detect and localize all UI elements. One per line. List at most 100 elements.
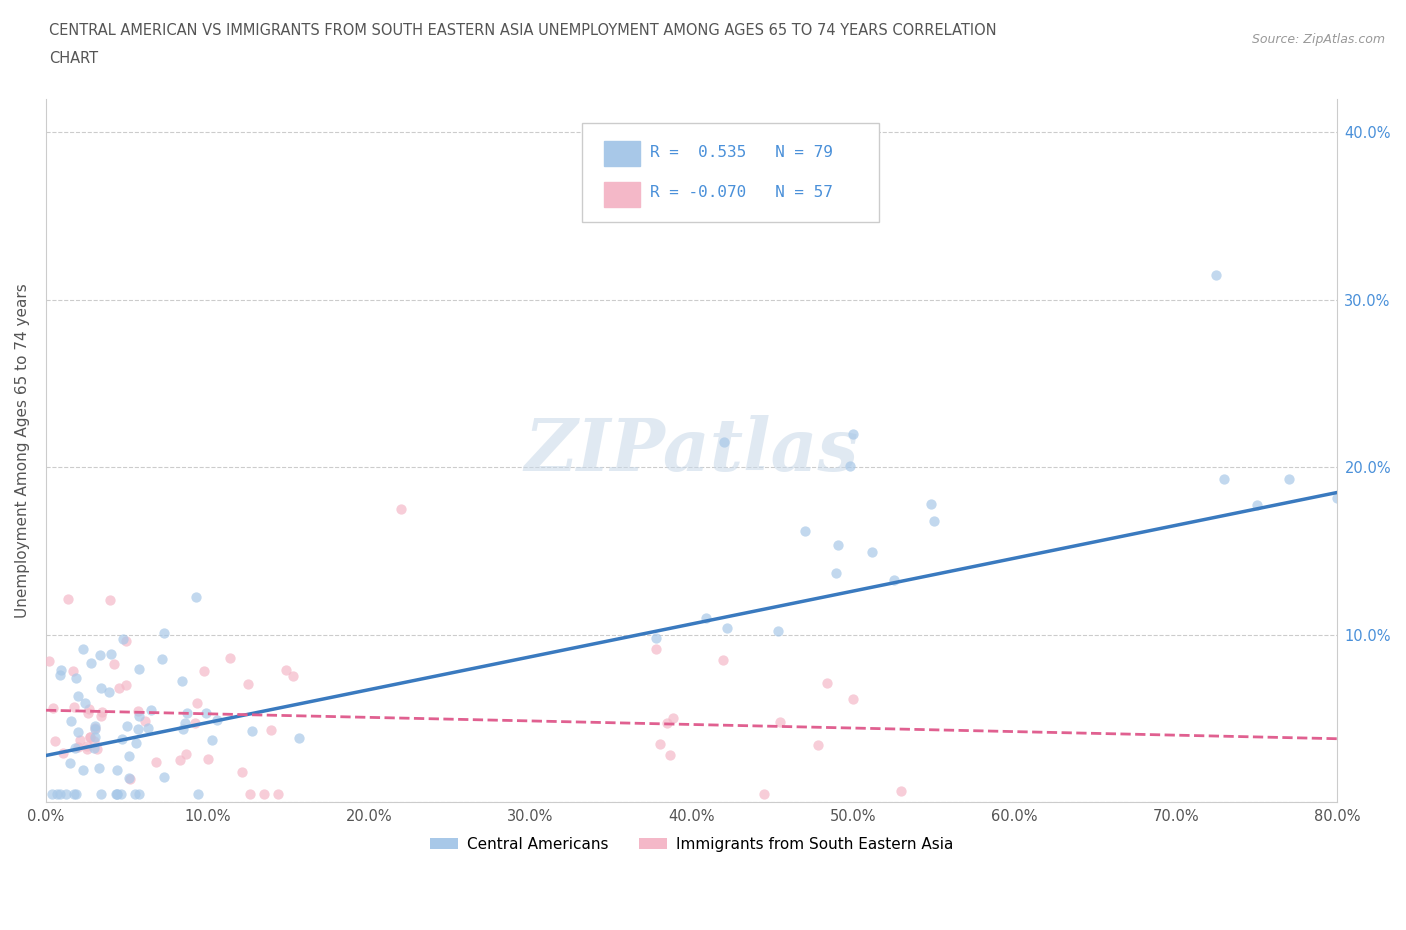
Point	[207, 712, 229, 727]
Point	[883, 572, 905, 587]
Point	[90, 709, 112, 724]
Point	[83, 740, 105, 755]
Point	[86, 742, 108, 757]
Point	[107, 787, 129, 802]
Point	[111, 732, 134, 747]
Point	[63, 699, 86, 714]
Point	[76, 742, 98, 757]
Point	[648, 737, 671, 751]
Point	[79, 729, 101, 744]
Point	[807, 738, 830, 753]
Point	[172, 673, 194, 688]
Point	[1246, 498, 1268, 512]
Point	[59, 713, 82, 728]
Y-axis label: Unemployment Among Ages 65 to 74 years: Unemployment Among Ages 65 to 74 years	[15, 283, 30, 618]
Point	[141, 703, 163, 718]
Point	[662, 711, 685, 725]
Point	[100, 592, 122, 607]
Point	[84, 721, 107, 736]
Point	[860, 545, 883, 560]
Point	[127, 721, 149, 736]
Point	[716, 620, 738, 635]
Point	[174, 715, 197, 730]
Point	[49, 662, 72, 677]
Point	[240, 724, 263, 738]
Point	[842, 691, 865, 706]
Point	[193, 664, 215, 679]
Point	[920, 497, 942, 512]
Point	[105, 787, 128, 802]
Point	[815, 676, 838, 691]
Point	[695, 610, 717, 625]
Point	[713, 434, 735, 449]
Point	[62, 663, 84, 678]
Point	[66, 724, 89, 739]
Point	[389, 502, 412, 517]
Point	[201, 732, 224, 747]
Point	[711, 652, 734, 667]
Point	[73, 696, 96, 711]
Point	[839, 458, 862, 473]
Point	[136, 721, 159, 736]
Text: CHART: CHART	[49, 51, 98, 66]
Point	[44, 734, 66, 749]
Point	[84, 719, 107, 734]
Point	[90, 681, 112, 696]
Point	[115, 677, 138, 692]
Point	[276, 663, 298, 678]
Point	[124, 787, 146, 802]
Point	[252, 787, 274, 802]
Point	[90, 704, 112, 719]
Point	[49, 787, 72, 802]
Point	[118, 772, 141, 787]
Point	[197, 752, 219, 767]
Bar	[605, 181, 640, 207]
Point	[186, 696, 208, 711]
Point	[76, 738, 98, 753]
Point	[658, 748, 681, 763]
Point	[644, 642, 666, 657]
Text: R = -0.070   N = 57: R = -0.070 N = 57	[651, 185, 834, 200]
Point	[267, 787, 290, 802]
Point	[174, 747, 197, 762]
Point	[231, 764, 253, 779]
Point	[103, 657, 125, 671]
Point	[46, 787, 69, 802]
Point	[117, 770, 139, 785]
Point	[172, 721, 194, 736]
Point	[59, 756, 82, 771]
Point	[110, 787, 132, 802]
Point	[752, 787, 775, 802]
Point	[63, 741, 86, 756]
Point	[281, 669, 304, 684]
Point	[97, 684, 120, 699]
Point	[645, 631, 668, 645]
Point	[67, 739, 90, 754]
Point	[114, 633, 136, 648]
Point	[128, 787, 150, 802]
Point	[79, 702, 101, 717]
Point	[768, 624, 790, 639]
Point	[1326, 491, 1348, 506]
Point	[112, 631, 135, 646]
Point	[150, 651, 173, 666]
Point	[72, 642, 94, 657]
Point	[793, 524, 815, 538]
Point	[889, 783, 911, 798]
Point	[80, 655, 103, 670]
Point	[67, 688, 90, 703]
Point	[769, 714, 792, 729]
Point	[152, 625, 174, 640]
Point	[655, 715, 678, 730]
Point	[218, 650, 240, 665]
Text: CENTRAL AMERICAN VS IMMIGRANTS FROM SOUTH EASTERN ASIA UNEMPLOYMENT AMONG AGES 6: CENTRAL AMERICAN VS IMMIGRANTS FROM SOUT…	[49, 23, 997, 38]
Point	[195, 706, 218, 721]
Point	[176, 706, 198, 721]
Point	[118, 749, 141, 764]
Point	[49, 668, 72, 683]
Point	[41, 787, 63, 802]
Point	[83, 733, 105, 748]
Point	[84, 729, 107, 744]
Point	[89, 761, 111, 776]
Point	[55, 787, 77, 802]
